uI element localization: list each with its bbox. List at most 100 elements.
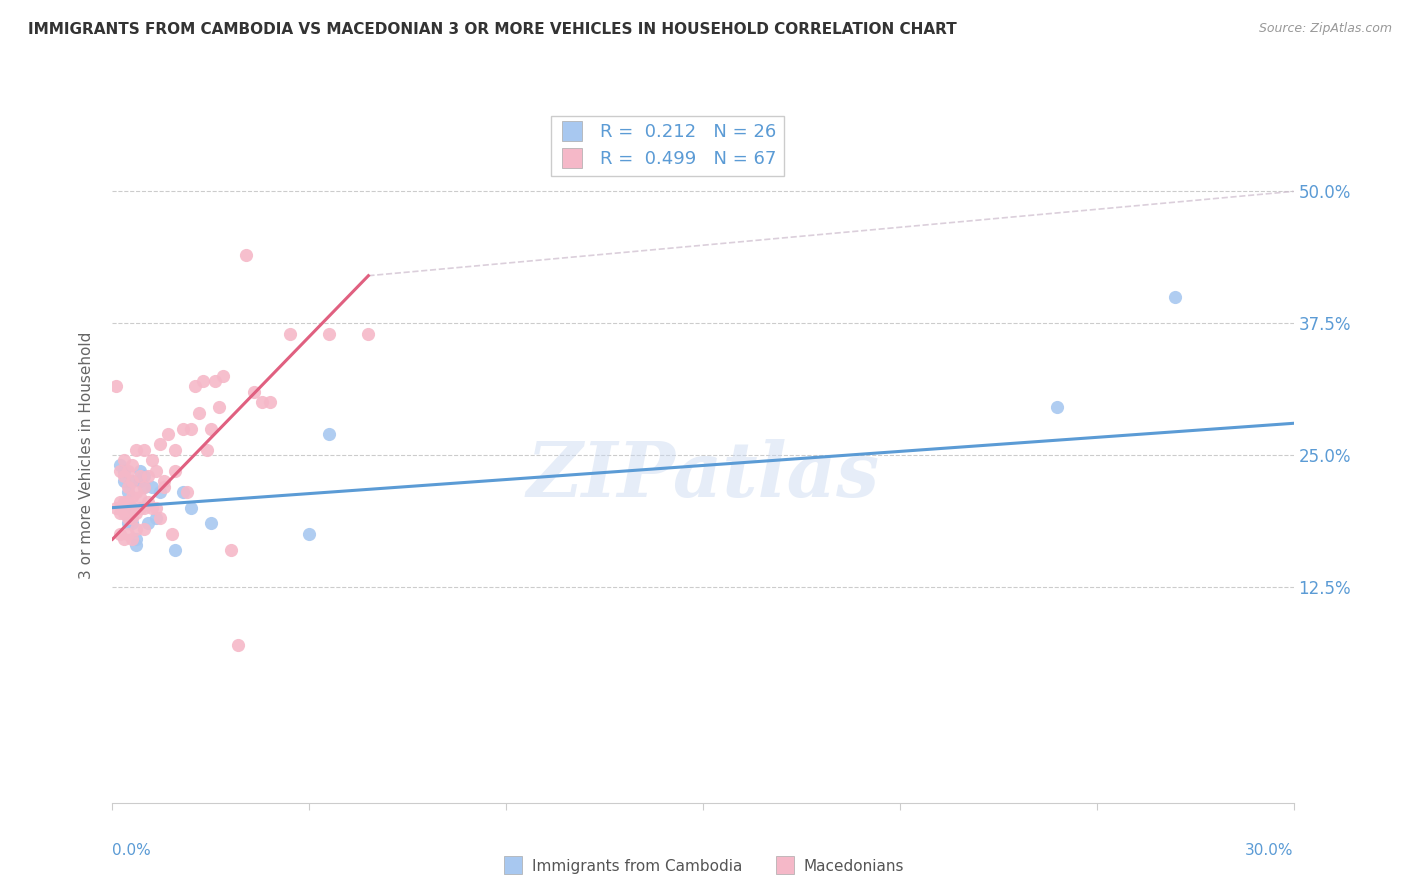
Point xyxy=(145,464,167,478)
Point xyxy=(165,464,187,478)
Legend: Immigrants from Cambodia, Macedonians: Immigrants from Cambodia, Macedonians xyxy=(496,853,910,880)
Point xyxy=(149,511,172,525)
Point xyxy=(121,475,143,489)
Point xyxy=(129,469,152,483)
Point xyxy=(357,326,380,341)
Point xyxy=(125,484,148,499)
Point xyxy=(110,464,132,478)
Point xyxy=(141,453,163,467)
Point xyxy=(112,469,135,483)
Point xyxy=(235,247,257,261)
Point xyxy=(132,442,155,457)
Point xyxy=(204,374,226,388)
Point xyxy=(110,458,132,473)
Point xyxy=(125,537,148,551)
Point xyxy=(125,506,148,520)
Point xyxy=(152,475,174,489)
Point xyxy=(121,500,143,515)
Point xyxy=(110,506,132,520)
Point xyxy=(132,500,155,515)
Point xyxy=(110,527,132,541)
Point xyxy=(219,542,242,557)
Point xyxy=(208,401,231,415)
Text: IMMIGRANTS FROM CAMBODIA VS MACEDONIAN 3 OR MORE VEHICLES IN HOUSEHOLD CORRELATI: IMMIGRANTS FROM CAMBODIA VS MACEDONIAN 3… xyxy=(28,22,957,37)
Point xyxy=(172,484,194,499)
Point xyxy=(129,475,152,489)
Point xyxy=(121,516,143,531)
Text: Source: ZipAtlas.com: Source: ZipAtlas.com xyxy=(1258,22,1392,36)
Point xyxy=(259,395,281,409)
Point xyxy=(250,395,273,409)
Point xyxy=(243,384,266,399)
Point xyxy=(145,500,167,515)
Point xyxy=(136,495,159,509)
Point xyxy=(112,533,135,547)
Text: 0.0%: 0.0% xyxy=(112,843,152,858)
Point xyxy=(117,464,139,478)
Point xyxy=(132,479,155,493)
Point xyxy=(117,495,139,509)
Point xyxy=(200,421,222,435)
Point xyxy=(132,479,155,493)
Point xyxy=(121,533,143,547)
Point xyxy=(117,479,139,493)
Point xyxy=(200,516,222,531)
Point xyxy=(125,522,148,536)
Point xyxy=(160,527,183,541)
Point xyxy=(112,453,135,467)
Point xyxy=(117,516,139,531)
Text: ZIPatlas: ZIPatlas xyxy=(526,439,880,513)
Point xyxy=(129,464,152,478)
Point xyxy=(165,542,187,557)
Point xyxy=(105,379,128,393)
Point xyxy=(121,490,143,504)
Point xyxy=(149,484,172,499)
Point xyxy=(112,506,135,520)
Y-axis label: 3 or more Vehicles in Household: 3 or more Vehicles in Household xyxy=(79,331,94,579)
Point xyxy=(191,374,214,388)
Point xyxy=(211,368,233,383)
Point xyxy=(298,527,321,541)
Point xyxy=(121,511,143,525)
Point xyxy=(121,500,143,515)
Point xyxy=(180,500,202,515)
Point xyxy=(121,458,143,473)
Point xyxy=(132,469,155,483)
Point xyxy=(129,490,152,504)
Point xyxy=(125,533,148,547)
Point xyxy=(172,421,194,435)
Point xyxy=(121,475,143,489)
Point xyxy=(180,421,202,435)
Point xyxy=(278,326,301,341)
Point xyxy=(318,326,340,341)
Point xyxy=(129,500,152,515)
Point xyxy=(184,379,207,393)
Point xyxy=(112,495,135,509)
Point xyxy=(152,479,174,493)
Point xyxy=(141,479,163,493)
Point xyxy=(176,484,198,499)
Point xyxy=(112,464,135,478)
Point xyxy=(318,426,340,441)
Point xyxy=(188,406,211,420)
Point xyxy=(136,469,159,483)
Point xyxy=(156,426,179,441)
Point xyxy=(132,522,155,536)
Point xyxy=(165,442,187,457)
Point xyxy=(105,500,128,515)
Point xyxy=(117,484,139,499)
Point xyxy=(145,511,167,525)
Point xyxy=(195,442,218,457)
Point xyxy=(125,442,148,457)
Point xyxy=(117,527,139,541)
Point xyxy=(149,437,172,451)
Legend: R =  0.212   N = 26, R =  0.499   N = 67: R = 0.212 N = 26, R = 0.499 N = 67 xyxy=(551,116,783,176)
Point xyxy=(110,495,132,509)
Point xyxy=(112,475,135,489)
Point xyxy=(1046,401,1069,415)
Point xyxy=(136,516,159,531)
Point xyxy=(141,500,163,515)
Point xyxy=(117,511,139,525)
Point xyxy=(1164,290,1187,304)
Point xyxy=(228,638,250,652)
